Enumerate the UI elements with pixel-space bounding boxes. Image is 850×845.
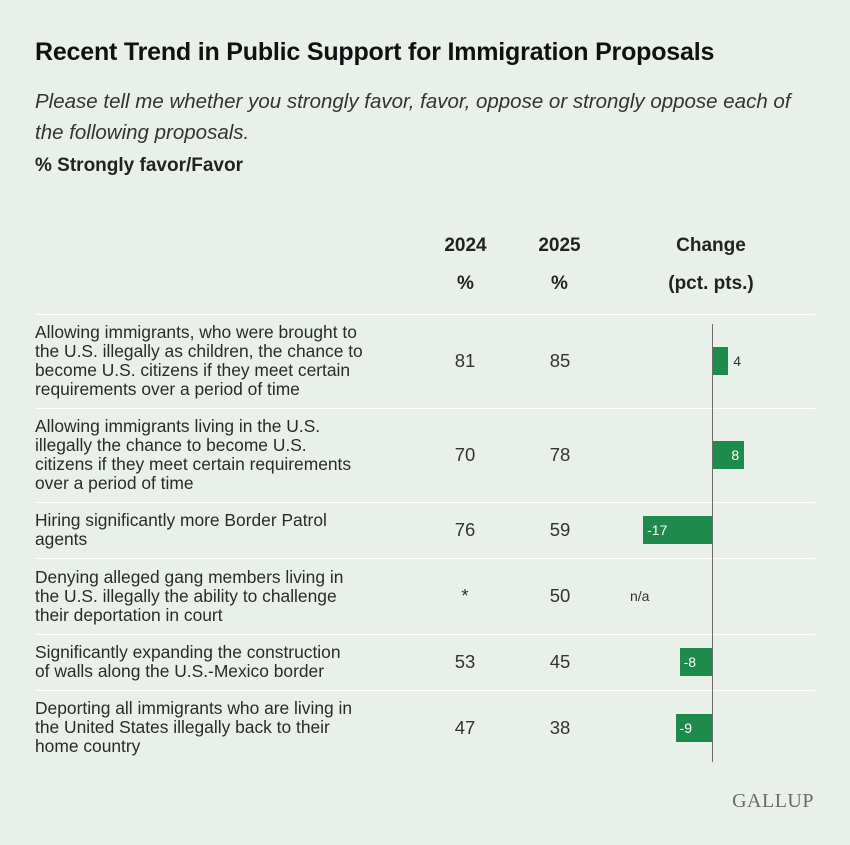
value-2025: 59: [549, 519, 571, 540]
column-header-2025-year: 2025: [538, 235, 581, 256]
change-bar: [712, 347, 729, 375]
change-bar-label: -9: [679, 719, 692, 736]
value-2025: 45: [549, 651, 571, 672]
row-label: Hiring significantly more Border Patrol a…: [35, 510, 327, 549]
change-bar-label: -8: [683, 654, 697, 670]
column-header-change: Change (pct. pts.): [631, 227, 791, 303]
column-header-change-unit: (pct. pts.): [668, 273, 754, 294]
value-2024: 76: [454, 519, 476, 540]
row-divider: [35, 558, 815, 559]
row-label: Allowing immigrants living in the U.S. il…: [35, 416, 352, 493]
value-2025: 78: [549, 444, 571, 465]
chart-title: Recent Trend in Public Support for Immig…: [35, 38, 715, 66]
measure-label: % Strongly favor/Favor: [35, 155, 243, 176]
value-2024: 70: [454, 444, 476, 465]
column-header-2024-unit: %: [457, 273, 474, 294]
row-divider: [35, 634, 815, 635]
row-divider: [35, 502, 815, 503]
change-bar-label: -17: [647, 522, 668, 538]
zero-axis-line: [712, 324, 713, 762]
value-2025: 50: [549, 585, 571, 606]
change-bar-label: 8: [731, 447, 740, 463]
change-bar-label: 4: [733, 353, 741, 369]
change-bar: [643, 516, 712, 544]
value-2024: 81: [454, 350, 476, 371]
change-na-label: n/a: [630, 588, 650, 604]
column-header-change-title: Change: [676, 235, 746, 256]
chart-subtitle: Please tell me whether you strongly favo…: [35, 90, 791, 144]
change-bar: [712, 441, 745, 469]
column-header-2025-unit: %: [551, 273, 568, 294]
row-divider: [35, 408, 815, 409]
column-header-2024-year: 2024: [444, 235, 487, 256]
change-bar: [675, 713, 712, 742]
row-label: Allowing immigrants, who were brought to…: [35, 322, 363, 399]
column-header-2024: 2024 %: [428, 227, 503, 303]
column-header-2025: 2025 %: [522, 227, 597, 303]
value-2024: 47: [454, 716, 476, 738]
row-label: Denying alleged gang members living in th…: [35, 566, 344, 625]
value-2024: 53: [454, 651, 476, 672]
row-label: Deporting all immigrants who are living …: [35, 698, 353, 756]
value-2024: *: [461, 585, 469, 606]
row-divider: [35, 314, 815, 315]
row-label: Significantly expanding the construction…: [35, 642, 341, 681]
value-2025: 85: [549, 350, 571, 371]
gallup-logo: GALLUP: [732, 790, 814, 812]
value-2025: 38: [549, 716, 571, 738]
row-divider: [35, 690, 815, 691]
change-bar: [679, 648, 712, 676]
